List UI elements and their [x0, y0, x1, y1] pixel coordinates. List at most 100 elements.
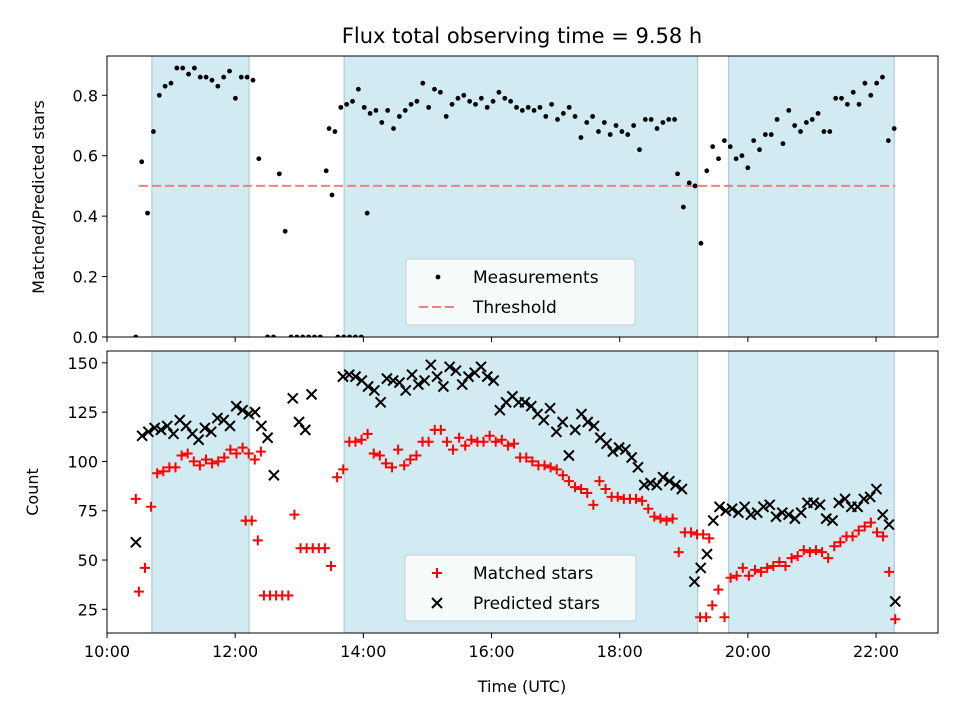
matched-marker — [701, 612, 712, 623]
predicted-marker — [870, 483, 883, 495]
predicted-marker — [230, 400, 242, 412]
bottom-panel: 25 50 75 100 125 150 10:00 12:00 14:00 16:00 18:00… — [67, 350, 939, 661]
matched-marker — [878, 531, 889, 542]
matched-marker — [667, 513, 678, 524]
predicted-marker — [588, 420, 600, 432]
legend-measurement-marker — [435, 274, 441, 280]
matched-marker — [551, 464, 562, 475]
measurement-point — [238, 74, 244, 80]
measurement-point — [543, 114, 549, 119]
matched-marker — [557, 470, 568, 481]
measurement-point — [862, 80, 868, 86]
measurement-point — [367, 111, 373, 116]
measurement-point — [227, 68, 232, 74]
matched-marker — [588, 499, 599, 510]
measurement-point — [833, 95, 839, 101]
legend-predicted-marker — [431, 597, 443, 609]
predicted-marker — [858, 493, 870, 505]
measurement-point — [880, 74, 885, 80]
matched-marker — [356, 434, 367, 445]
predicted-marker — [305, 388, 318, 401]
matched-marker — [631, 493, 642, 504]
measurement-point — [341, 334, 347, 337]
matched-marker — [374, 450, 385, 461]
predicted-marker — [192, 434, 205, 446]
predicted-marker — [738, 501, 751, 513]
measurement-point — [133, 334, 139, 337]
predicted-marker — [619, 443, 632, 456]
matched-marker — [423, 436, 434, 447]
predicted-marker — [663, 475, 676, 487]
matched-marker — [521, 452, 532, 463]
predicted-marker — [437, 380, 450, 393]
matched-marker — [792, 551, 803, 562]
measurement-point — [312, 334, 317, 337]
predicted-marker — [525, 400, 537, 412]
matched-marker — [368, 448, 379, 459]
matched-marker — [865, 517, 876, 528]
predicted-marker — [651, 479, 663, 491]
measurement-point — [698, 240, 704, 246]
predicted-marker — [632, 461, 644, 474]
matched-marker — [182, 448, 193, 459]
matched-marker — [338, 464, 349, 475]
matched-marker — [737, 562, 748, 573]
predicted-marker — [556, 416, 569, 428]
measurement-point — [560, 111, 566, 116]
matched-marker — [441, 436, 452, 447]
predicted-marker — [638, 479, 650, 491]
measurement-point — [443, 114, 449, 119]
predicted-marker — [381, 372, 393, 385]
predicted-marker — [155, 424, 167, 436]
measurement-point — [827, 129, 833, 134]
measurement-point — [221, 74, 227, 80]
measurement-point — [625, 132, 631, 137]
predicted-marker — [224, 420, 236, 432]
matched-marker — [649, 511, 660, 522]
matched-marker — [213, 456, 224, 467]
legend: Matched stars Predicted stars — [404, 554, 637, 622]
predicted-marker — [544, 402, 556, 414]
matched-marker — [393, 444, 404, 455]
measurement-point — [891, 126, 897, 131]
matched-marker — [835, 537, 846, 548]
measurement-point — [762, 132, 768, 137]
measurement-point — [780, 141, 786, 147]
predicted-marker — [782, 508, 795, 521]
measurement-point — [391, 126, 396, 131]
predicted-marker — [757, 501, 770, 513]
measurement-point — [432, 86, 437, 92]
measurement-point — [885, 138, 891, 144]
predicted-marker — [851, 501, 864, 513]
measurement-point — [850, 89, 856, 95]
matched-marker — [200, 454, 211, 465]
measurement-point — [666, 117, 672, 122]
matched-marker — [725, 572, 736, 583]
measurement-point — [332, 129, 338, 134]
measurement-point — [637, 147, 642, 153]
measurement-point — [467, 98, 473, 104]
measurement-point — [566, 104, 572, 110]
measurement-point — [326, 126, 332, 131]
measurement-point — [733, 156, 739, 162]
measurement-point — [613, 123, 619, 128]
matched-marker — [490, 436, 501, 447]
predicted-marker — [889, 595, 901, 608]
predicted-marker — [833, 497, 845, 509]
predicted-marker — [199, 422, 211, 434]
shaded-interval — [151, 56, 250, 337]
x-tick-label: 20:00 — [725, 642, 771, 661]
y-tick-label: 100 — [67, 452, 98, 471]
predicted-marker — [205, 426, 217, 438]
measurement-point — [721, 138, 727, 144]
predicted-marker — [688, 576, 701, 588]
matched-marker — [188, 456, 199, 467]
predicted-marker — [400, 384, 412, 397]
predicted-marker — [211, 412, 224, 424]
measurement-point — [408, 101, 414, 107]
measurement-point — [675, 171, 680, 177]
measurement-point — [329, 192, 335, 198]
bottom-ylabel: Count — [23, 468, 42, 516]
legend-predicted-label: Predicted stars — [473, 594, 600, 614]
